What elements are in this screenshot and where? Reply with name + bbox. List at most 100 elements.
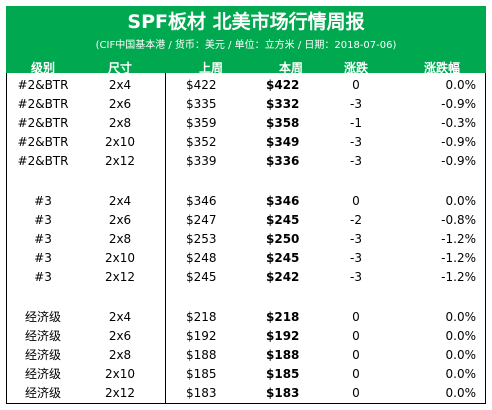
last-week-price: $335	[186, 97, 217, 111]
size-cell: 2x4	[108, 310, 132, 324]
grade-cell: #3	[34, 251, 52, 265]
last-week-price: $218	[186, 310, 217, 324]
table-row: 经济级 2x6 $192 $192 0 0.0%	[6, 327, 486, 346]
grade-cell: #2&BTR	[17, 116, 69, 130]
this-week-price: $346	[266, 194, 300, 208]
this-week-price: $188	[266, 348, 300, 362]
grade-cell: 经济级	[24, 367, 61, 381]
column-divider	[165, 73, 166, 404]
grade-cell: #2&BTR	[17, 154, 69, 168]
last-week-price: $346	[186, 194, 217, 208]
change-cell: -2	[350, 213, 362, 227]
table-row: #2&BTR 2x4 $422 $422 0 0.0%	[6, 76, 486, 95]
last-week-price: $247	[186, 213, 217, 227]
grade-cell: #3	[34, 232, 52, 246]
last-week-price: $192	[186, 329, 217, 343]
grade-cell: #3	[34, 270, 52, 284]
last-week-price: $185	[186, 367, 217, 381]
last-week-price: $339	[186, 154, 217, 168]
change-cell: -3	[350, 270, 362, 284]
grade-cell: 经济级	[24, 348, 61, 362]
last-week-price: $422	[186, 78, 217, 92]
last-week-price: $253	[186, 232, 217, 246]
grade-cell: 经济级	[24, 386, 61, 400]
table-row: #3 2x12 $245 $242 -3 -1.2%	[6, 268, 486, 287]
size-cell: 2x10	[104, 367, 135, 381]
table-bottom-border	[6, 403, 486, 404]
grade-cell: 经济级	[24, 310, 61, 324]
this-week-price: $245	[266, 251, 300, 265]
report-title: SPF板材 北美市场行情周报	[127, 11, 365, 33]
change-pct-cell: -0.3%	[441, 116, 476, 130]
this-week-price: $250	[266, 232, 300, 246]
report-subtitle: (CIF中国基本港 / 货币：美元 / 单位：立方米 / 日期：2018-07-…	[95, 40, 397, 51]
last-week-price: $248	[186, 251, 217, 265]
table-row: 经济级 2x4 $218 $218 0 0.0%	[6, 308, 486, 327]
table-row: #2&BTR 2x8 $359 $358 -1 -0.3%	[6, 114, 486, 133]
size-cell: 2x12	[104, 386, 135, 400]
change-pct-cell: -0.9%	[441, 135, 476, 149]
column-header-this-week: 本周	[278, 61, 303, 75]
report-header: SPF板材 北美市场行情周报 (CIF中国基本港 / 货币：美元 / 单位：立方…	[6, 6, 486, 75]
this-week-price: $358	[266, 116, 300, 130]
price-table-body: #2&BTR 2x4 $422 $422 0 0.0% #2&BTR 2x6 $…	[6, 73, 486, 404]
column-header-change: 涨跌	[343, 61, 368, 75]
size-cell: 2x12	[104, 154, 135, 168]
change-cell: -3	[350, 135, 362, 149]
change-pct-cell: 0.0%	[445, 367, 477, 381]
grade-cell: #2&BTR	[17, 78, 69, 92]
column-header-size: 尺寸	[107, 61, 132, 75]
this-week-price: $242	[266, 270, 300, 284]
change-pct-cell: 0.0%	[445, 386, 477, 400]
table-left-border	[6, 73, 7, 404]
change-pct-cell: -1.2%	[441, 251, 476, 265]
size-cell: 2x10	[104, 251, 135, 265]
change-pct-cell: -0.9%	[441, 97, 476, 111]
grade-cell: #2&BTR	[17, 135, 69, 149]
size-cell: 2x10	[104, 135, 135, 149]
size-cell: 2x12	[104, 270, 135, 284]
grade-cell: 经济级	[24, 329, 61, 343]
change-cell: 0	[352, 310, 360, 324]
table-row: #3 2x8 $253 $250 -3 -1.2%	[6, 230, 486, 249]
change-pct-cell: -1.2%	[441, 270, 476, 284]
change-pct-cell: 0.0%	[445, 194, 477, 208]
change-cell: 0	[352, 386, 360, 400]
this-week-price: $422	[266, 78, 300, 92]
size-cell: 2x8	[108, 116, 132, 130]
size-cell: 2x4	[108, 194, 132, 208]
size-cell: 2x6	[108, 213, 132, 227]
size-cell: 2x8	[108, 232, 132, 246]
table-row: 经济级 2x10 $185 $185 0 0.0%	[6, 365, 486, 384]
change-pct-cell: 0.0%	[445, 310, 477, 324]
change-cell: -1	[350, 116, 362, 130]
size-cell: 2x6	[108, 329, 132, 343]
table-row: #2&BTR 2x10 $352 $349 -3 -0.9%	[6, 133, 486, 152]
this-week-price: $336	[266, 154, 300, 168]
this-week-price: $245	[266, 213, 300, 227]
this-week-price: $349	[266, 135, 300, 149]
change-pct-cell: -0.8%	[441, 213, 476, 227]
change-cell: 0	[352, 348, 360, 362]
change-cell: -3	[350, 232, 362, 246]
this-week-price: $332	[266, 97, 300, 111]
change-cell: -3	[350, 154, 362, 168]
last-week-price: $183	[186, 386, 217, 400]
table-row: #2&BTR 2x6 $335 $332 -3 -0.9%	[6, 95, 486, 114]
column-header-grade: 级别	[30, 61, 55, 75]
change-pct-cell: 0.0%	[445, 348, 477, 362]
change-cell: 0	[352, 367, 360, 381]
table-row: 经济级 2x8 $188 $188 0 0.0%	[6, 346, 486, 365]
size-cell: 2x8	[108, 348, 132, 362]
change-cell: -3	[350, 97, 362, 111]
table-row: #2&BTR 2x12 $339 $336 -3 -0.9%	[6, 152, 486, 171]
last-week-price: $188	[186, 348, 217, 362]
table-row: #3 2x10 $248 $245 -3 -1.2%	[6, 249, 486, 268]
change-pct-cell: -0.9%	[441, 154, 476, 168]
grade-cell: #2&BTR	[17, 97, 69, 111]
column-header-last-week: 上周	[198, 61, 223, 75]
change-pct-cell: 0.0%	[445, 78, 477, 92]
change-cell: 0	[352, 78, 360, 92]
table-row: #3 2x4 $346 $346 0 0.0%	[6, 192, 486, 211]
size-cell: 2x6	[108, 97, 132, 111]
